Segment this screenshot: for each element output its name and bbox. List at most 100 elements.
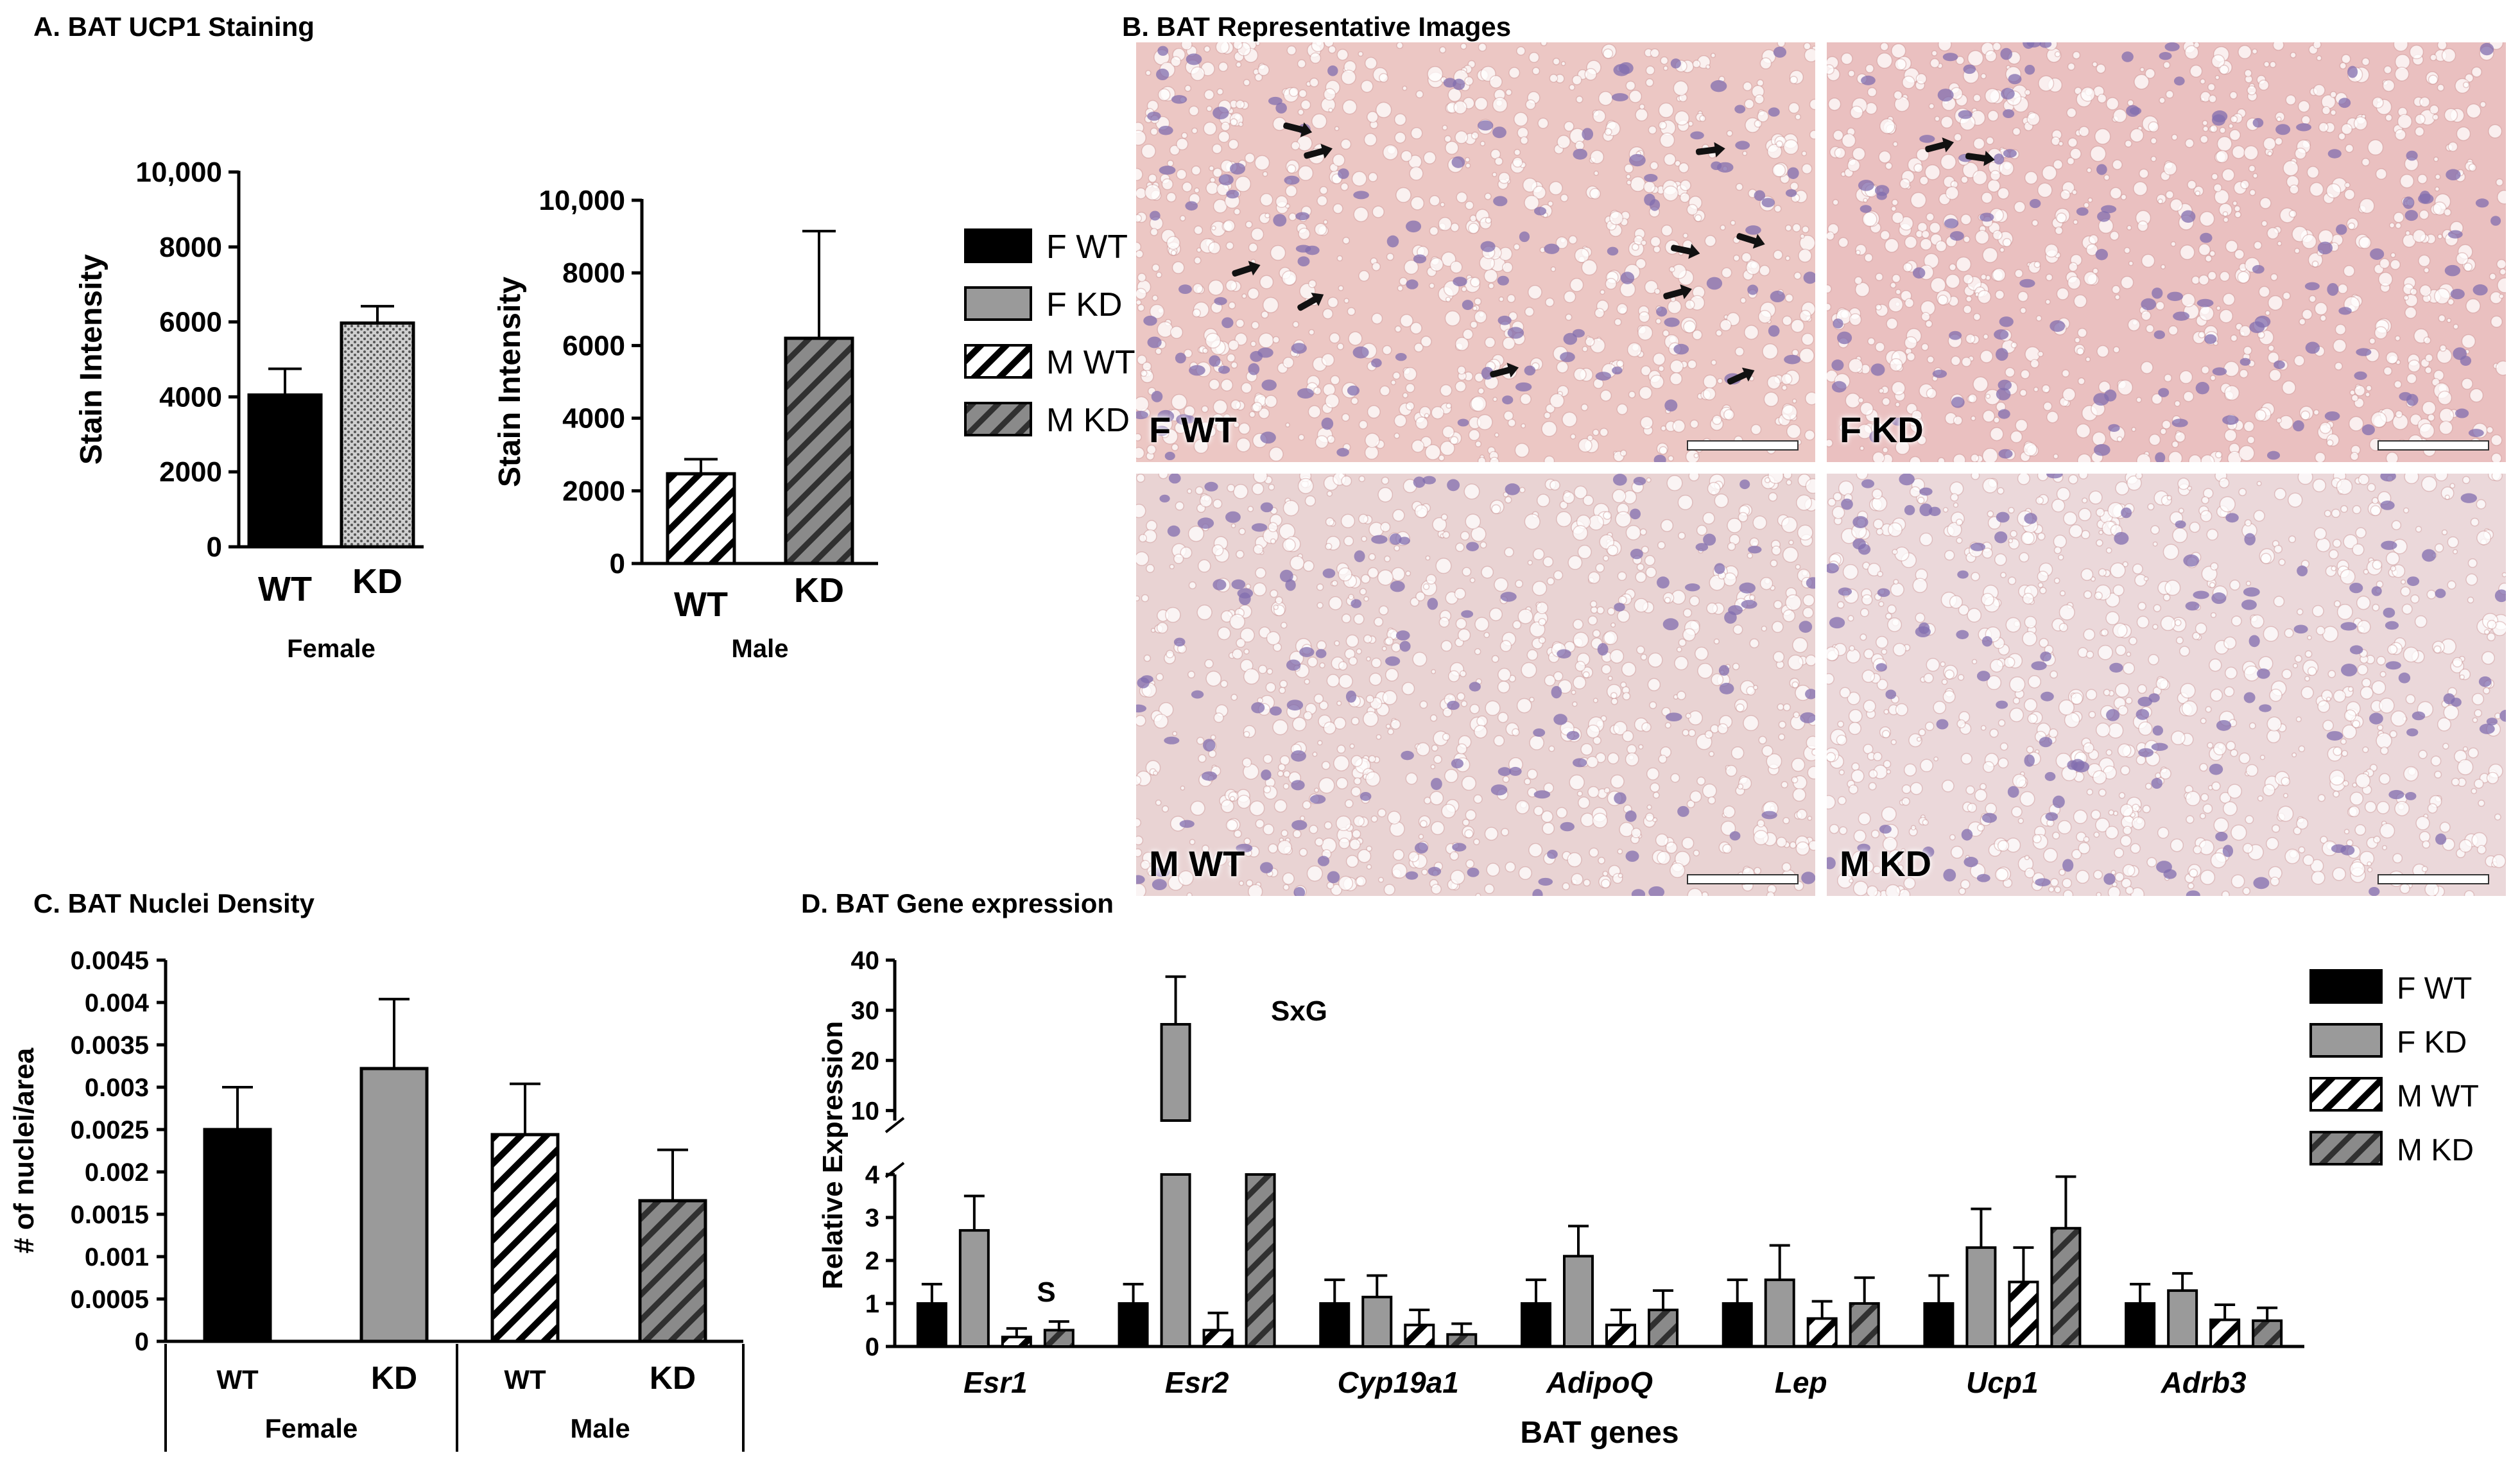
y-tick-label: 10,000 [539, 185, 625, 216]
bar-lep [1849, 1302, 1880, 1348]
bar-wt [247, 393, 323, 549]
bar-wt [666, 472, 736, 565]
y-tick-label: 1 [865, 1290, 879, 1318]
y-tick-label: 4 [865, 1161, 880, 1189]
bar-ucp1 [1923, 1302, 1955, 1348]
micrograph-label: M WT [1149, 843, 1245, 884]
x-tick-label: KD [352, 562, 402, 601]
bar-cyp19a1 [1319, 1302, 1351, 1348]
legend-swatch [2309, 1023, 2383, 1058]
legend-label: M WT [1046, 344, 1135, 381]
legend-swatch [2309, 969, 2383, 1004]
x-tick-label-lep: Lep [1775, 1366, 1827, 1399]
legend-swatch [2309, 1131, 2383, 1165]
y-tick-label: 0 [610, 548, 625, 580]
y-axis-label: Stain Intensity [74, 254, 108, 465]
x-tick-label: KD [650, 1360, 696, 1396]
chart-a-male: 0 2000 4000 6000 8000 10,000 Stain Intensity WT… [493, 185, 878, 663]
y-axis-label: # of nuclei/area [8, 1047, 40, 1253]
bar-lep [1806, 1317, 1838, 1348]
group-label-female: Female [265, 1413, 358, 1443]
y-axis-label: Stain Intensity [493, 277, 527, 487]
bar-adipoq [1605, 1323, 1636, 1348]
y-tick-label: 0.0045 [71, 947, 149, 975]
legend-label: M KD [1046, 402, 1130, 439]
bar-ucp1 [1965, 1246, 1997, 1348]
y-tick-label: 40 [851, 947, 880, 975]
y-tick-label: 10 [851, 1097, 880, 1125]
tissue-texture [1136, 474, 1815, 896]
legend-swatch [2309, 1077, 2383, 1112]
bar-esr2 [1202, 1329, 1234, 1348]
x-tick-label-adrb3: Adrb3 [2161, 1366, 2247, 1399]
bar-esr1 [1001, 1336, 1032, 1348]
bar-kd [784, 336, 854, 565]
x-tick-label: KD [371, 1360, 417, 1396]
bar-esr1 [1043, 1329, 1074, 1348]
scale-bar [2378, 874, 2489, 884]
significance-annotation: S [1037, 1277, 1055, 1308]
bar-wt [203, 1128, 272, 1343]
x-tick-label-esr2: Esr2 [1165, 1366, 1229, 1399]
legend-label: M WT [2397, 1079, 2479, 1114]
x-tick-label-esr1: Esr1 [963, 1366, 1028, 1399]
y-tick-label: 20 [851, 1047, 880, 1075]
y-tick-label: 0.004 [85, 989, 150, 1017]
scale-bar [1687, 440, 1799, 451]
bar-kd [638, 1199, 707, 1343]
x-axis-label: BAT genes [1520, 1416, 1679, 1450]
x-tick-label: WT [216, 1364, 259, 1395]
bar-lep [1722, 1302, 1753, 1348]
micrograph-m-wt: M WT [1136, 474, 1815, 896]
y-tick-label: 8000 [562, 257, 625, 289]
tissue-texture [1827, 42, 2506, 462]
micrograph-label: F WT [1149, 409, 1237, 450]
axis-break-mark [885, 1117, 905, 1133]
panel-d-title: D. BAT Gene expression [801, 888, 1114, 918]
y-tick-label: 2000 [562, 476, 625, 507]
x-tick-label-adipoq: AdipoQ [1546, 1366, 1653, 1399]
bar-cyp19a1 [1361, 1295, 1393, 1348]
legend-label: F KD [2397, 1026, 2467, 1060]
bar-adipoq [1563, 1255, 1594, 1348]
legend-label: F WT [2397, 972, 2472, 1006]
bar-esr2 [1118, 1302, 1149, 1348]
bar-adrb3 [2125, 1302, 2156, 1348]
micrograph-m-kd: M KD [1827, 474, 2506, 896]
bar-esr2-upper [1160, 1023, 1191, 1122]
group-label-male: Male [570, 1413, 630, 1443]
bar-esr2 [1160, 1173, 1191, 1348]
y-tick-label: 0 [135, 1328, 149, 1356]
legend-swatch [964, 228, 1032, 263]
y-tick-label: 6000 [562, 330, 625, 361]
chart-a-female: 0 2000 4000 6000 8000 10,000 Stain Intensity WT… [74, 157, 424, 663]
bar-esr1 [958, 1229, 990, 1348]
bar-ucp1 [2050, 1226, 2082, 1348]
y-tick-label: 10,000 [135, 157, 222, 188]
tissue-texture [1827, 474, 2506, 896]
y-tick-label: 0 [865, 1333, 879, 1361]
y-tick-label: 30 [851, 997, 880, 1025]
y-tick-label: 4000 [159, 381, 222, 413]
x-axis-label: Male [732, 635, 789, 663]
y-tick-label: 6000 [159, 307, 222, 338]
significance-annotation: SxG [1271, 995, 1327, 1027]
x-tick-label-ucp1: Ucp1 [1966, 1366, 2038, 1399]
y-tick-label: 8000 [159, 232, 222, 263]
legend-swatch [964, 286, 1032, 321]
bar-adrb3 [2252, 1319, 2283, 1348]
x-tick-label: WT [504, 1364, 546, 1395]
y-tick-label: 3 [865, 1204, 879, 1232]
y-tick-label: 0.0025 [71, 1116, 149, 1144]
legend-panel-d: F WT F KD M WT M KD [2309, 969, 2479, 1167]
y-tick-label: 0.001 [85, 1243, 149, 1271]
legend-swatch [964, 344, 1032, 379]
y-tick-label: 4000 [562, 403, 625, 434]
bar-cyp19a1 [1404, 1323, 1435, 1348]
legend-label: F KD [1046, 286, 1122, 323]
bar-wt [490, 1133, 560, 1343]
bar-cyp19a1 [1446, 1333, 1478, 1348]
x-tick-label-cyp19a1: Cyp19a1 [1338, 1366, 1459, 1399]
y-tick-label: 0.003 [85, 1074, 149, 1102]
